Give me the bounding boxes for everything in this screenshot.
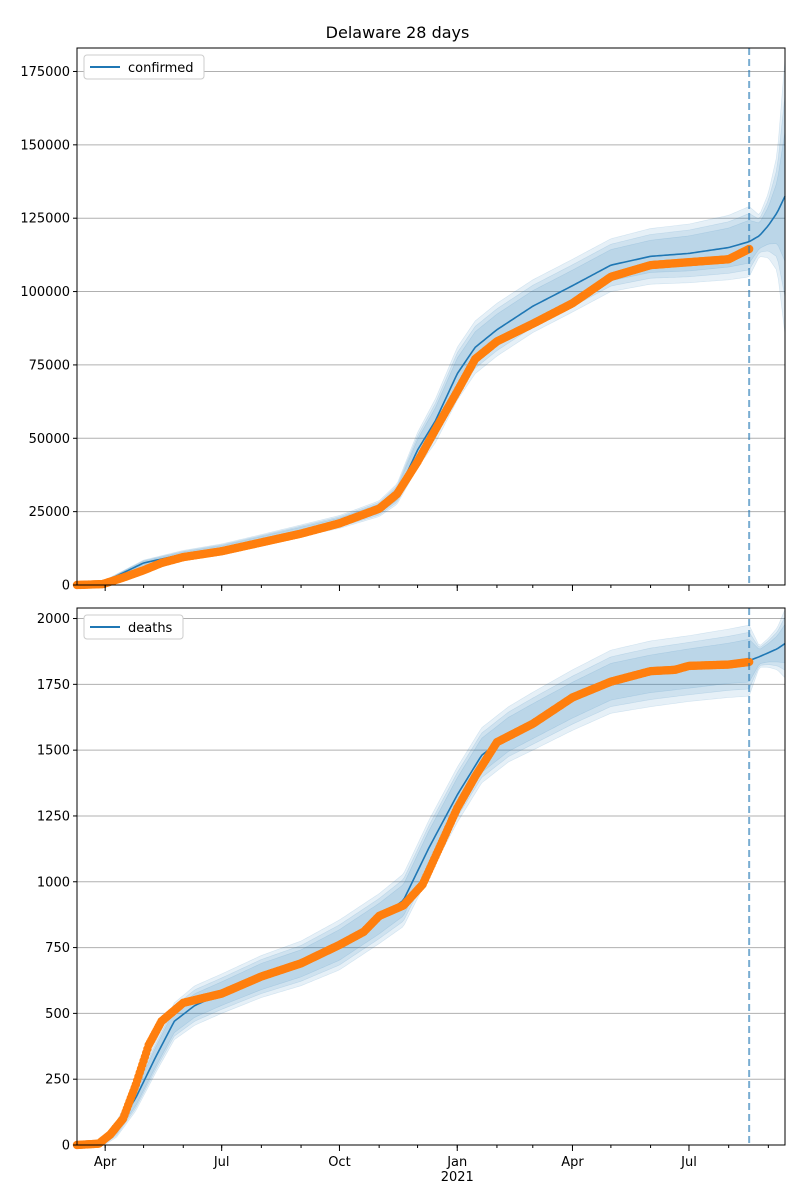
y-tick-label: 250	[45, 1073, 70, 1088]
y-tick-label: 0	[62, 579, 70, 594]
legend-box	[83, 614, 184, 640]
axes-frame	[76, 607, 786, 1146]
y-tick-label: 1500	[37, 744, 70, 759]
uncertainty-band	[76, 130, 786, 586]
legend-box	[83, 54, 205, 80]
y-tick-label: 50000	[29, 432, 70, 447]
observed-point	[744, 657, 754, 667]
y-tick-label: 1250	[37, 809, 70, 824]
x-tick-label: Oct	[328, 1155, 350, 1170]
y-tick-label: 750	[45, 941, 70, 956]
model-line	[76, 642, 786, 1146]
y-tick-label: 75000	[29, 358, 70, 373]
confirmed-grid	[77, 70, 785, 586]
x-tick-label: Jan	[446, 1155, 467, 1170]
deaths-axes: 0 250 500 750 1000 1250 1500 1750 2000 Apr Jul Oct J…	[37, 607, 786, 1185]
deaths-legend: deaths	[83, 614, 184, 640]
confirmed-observed-points	[72, 244, 754, 590]
y-tick-label: 25000	[29, 505, 70, 520]
deaths-model-line	[76, 642, 786, 1146]
chart-title: Delaware 28 days	[326, 23, 470, 42]
y-tick-label: 100000	[20, 285, 70, 300]
confirmed-uncertainty-bands	[76, 58, 786, 586]
legend-label-deaths: deaths	[128, 621, 173, 636]
deaths-observed-points	[72, 657, 754, 1150]
confirmed-legend: confirmed	[83, 54, 205, 80]
x-tick-label: Jul	[213, 1155, 230, 1170]
legend-label-confirmed: confirmed	[128, 61, 194, 76]
uncertainty-band	[76, 58, 786, 586]
x-tick-label: Apr	[561, 1155, 584, 1170]
confirmed-model-line	[76, 195, 786, 586]
deaths-panel: 0 250 500 750 1000 1250 1500 1750 2000 Apr Jul Oct J…	[37, 607, 786, 1185]
confirmed-axes: 0 25000 50000 75000 100000 125000 150000 175000	[20, 47, 786, 594]
y-tick-label: 175000	[20, 65, 70, 80]
uncertainty-band	[76, 616, 786, 1146]
x-tick-label: Apr	[94, 1155, 117, 1170]
y-tick-label: 1750	[37, 678, 70, 693]
y-tick-label: 125000	[20, 212, 70, 227]
y-tick-label: 1000	[37, 875, 70, 890]
y-tick-label: 0	[62, 1139, 70, 1154]
axes-frame	[76, 47, 786, 586]
y-tick-label: 150000	[20, 138, 70, 153]
deaths-uncertainty-bands	[76, 609, 786, 1146]
y-tick-label: 2000	[37, 612, 70, 627]
y-tick-label: 500	[45, 1007, 70, 1022]
model-line	[76, 195, 786, 586]
confirmed-panel: 0 25000 50000 75000 100000 125000 150000 175000…	[20, 47, 786, 594]
x-tick-label: Jul	[680, 1155, 697, 1170]
x-year-label: 2021	[441, 1170, 474, 1185]
